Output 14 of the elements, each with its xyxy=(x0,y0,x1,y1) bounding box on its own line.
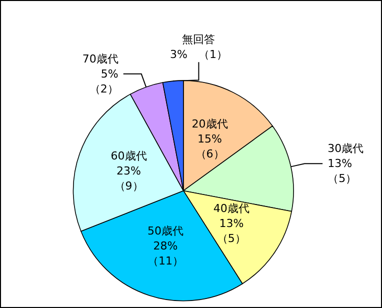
data-label: 23% （9） xyxy=(114,164,144,193)
data-label: 28% （11） xyxy=(147,239,184,268)
data-label: 13% （5） xyxy=(216,216,246,245)
data-label: 15% （6） xyxy=(195,132,224,160)
slice-label: 無回答 xyxy=(182,33,216,46)
slice-label: 40歳代 xyxy=(213,202,250,215)
data-label: 5% （2） xyxy=(89,67,118,96)
data-label: 13% （5） xyxy=(328,157,357,186)
slice-label: 70歳代 xyxy=(82,52,118,66)
slice-label: 60歳代 xyxy=(110,150,147,163)
data-label: 3% （1） xyxy=(170,48,228,62)
slice-label: 30歳代 xyxy=(328,142,364,156)
slice-label: 20歳代 xyxy=(192,117,228,130)
slice-label: 50歳代 xyxy=(147,224,184,238)
